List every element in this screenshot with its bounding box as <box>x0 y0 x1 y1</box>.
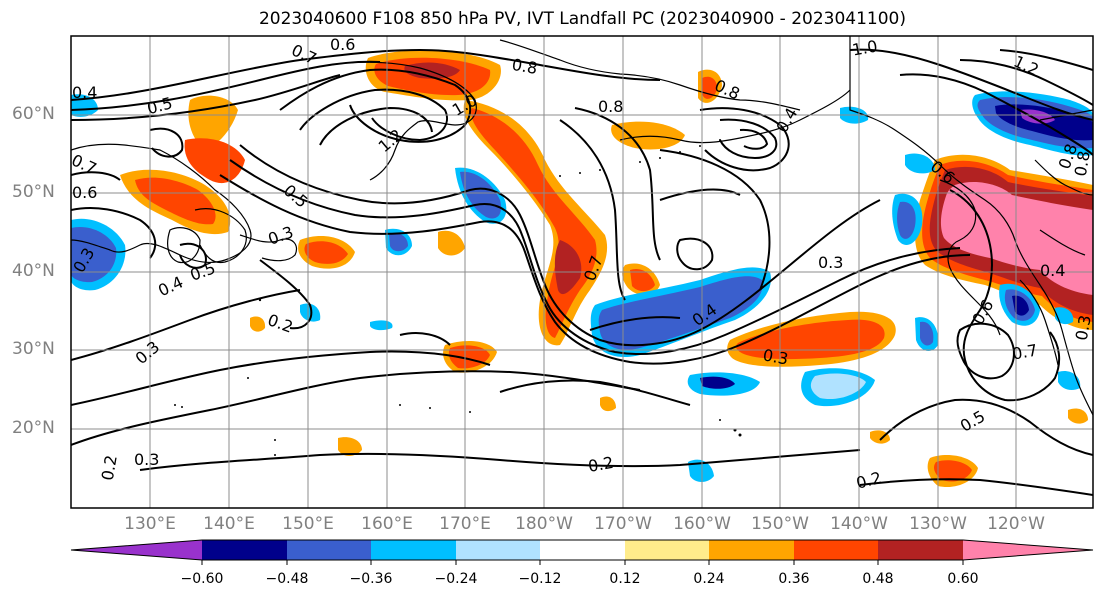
colorbar-bin <box>709 540 794 560</box>
lat-label: 60°N <box>12 104 55 124</box>
lon-label: 150°W <box>751 514 809 534</box>
lat-label: 40°N <box>12 261 55 281</box>
lon-label: 170°W <box>594 514 652 534</box>
contour-label: 0.7 <box>1011 340 1039 363</box>
colorbar-tick-label: −0.60 <box>180 571 224 587</box>
contour-label: 0.3 <box>761 345 789 368</box>
lon-label: 140°E <box>203 514 255 534</box>
colorbar-bin <box>878 540 963 560</box>
colorbar-tick-label: 0.36 <box>778 571 810 587</box>
contour-label: 0.3 <box>1072 314 1095 342</box>
islands <box>174 139 742 456</box>
colorbar-tick-label: −0.12 <box>518 571 562 587</box>
contour-label: 0.8 <box>598 97 623 116</box>
lon-label: 160°W <box>673 514 731 534</box>
contour-label: 0.6 <box>330 35 355 54</box>
lon-label: 170°E <box>439 514 491 534</box>
ivt-contours <box>71 48 1093 496</box>
lon-label: 160°E <box>361 514 413 534</box>
chart-title: 2023040600 F108 850 hPa PV, IVT Landfall… <box>258 9 906 29</box>
contour-label: 1.0 <box>851 36 879 59</box>
contour-label: 0.2 <box>587 453 615 476</box>
contour-label: 0.4 <box>72 83 97 102</box>
colorbar-tick-label: 0.60 <box>947 571 979 587</box>
lon-label: 150°E <box>282 514 334 534</box>
coastlines <box>71 36 1093 416</box>
colorbar-bin <box>371 540 456 560</box>
lon-label: 180°W <box>515 514 573 534</box>
lon-label: 120°W <box>987 514 1045 534</box>
lon-label: 140°W <box>830 514 888 534</box>
colorbar-extend-low <box>71 540 202 560</box>
colorbar <box>70 539 1094 565</box>
colorbar-bin <box>287 540 371 560</box>
contour-label: 0.4 <box>1040 261 1065 280</box>
colorbar-bin <box>625 540 709 560</box>
contour-label: 0.3 <box>134 450 159 469</box>
contour-label: 0.8 <box>510 55 538 78</box>
lat-label: 20°N <box>12 418 55 438</box>
colorbar-bin <box>794 540 878 560</box>
contour-label: 0.8 <box>1071 149 1094 177</box>
colorbar-tick-label: 0.48 <box>862 571 894 587</box>
colorbar-bin <box>456 540 540 560</box>
colorbar-bin <box>540 540 625 560</box>
contour-label: 0.6 <box>72 183 97 202</box>
lon-label: 130°W <box>909 514 967 534</box>
colorbar-extend-high <box>963 540 1093 560</box>
colorbar-tick-label: 0.24 <box>693 571 725 587</box>
lon-label: 130°E <box>124 514 176 534</box>
lat-label: 30°N <box>12 339 55 359</box>
colorbar-bin <box>202 540 287 560</box>
colorbar-tick-label: −0.48 <box>265 571 309 587</box>
colorbar-tick-label: −0.36 <box>349 571 393 587</box>
contour-label: 0.3 <box>818 253 843 272</box>
colorbar-tick-label: −0.24 <box>434 571 478 587</box>
gridlines <box>71 36 1093 508</box>
contour-label: 0.2 <box>98 454 121 482</box>
colorbar-tick-label: 0.12 <box>609 571 641 587</box>
lat-label: 50°N <box>12 182 55 202</box>
